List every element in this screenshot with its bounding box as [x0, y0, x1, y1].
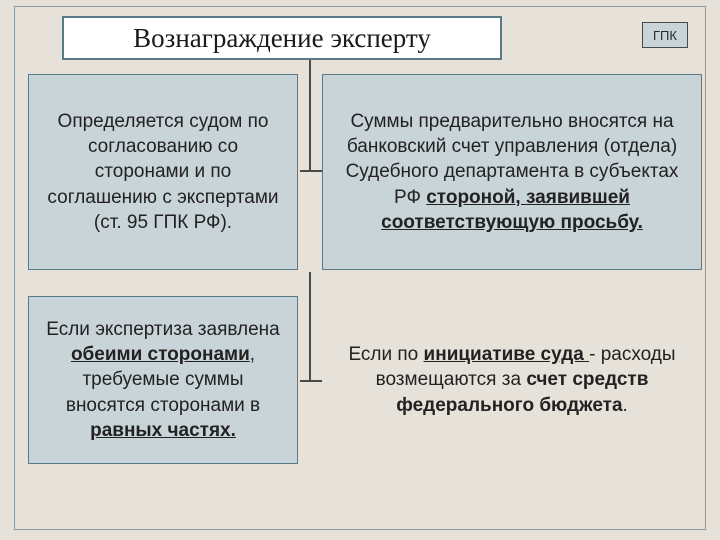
- panel-bottom-right-text: Если по инициативе суда - расходы возмещ…: [336, 342, 688, 417]
- connector-horizontal-lower: [300, 380, 322, 382]
- panel-bottom-left-text: Если экспертиза заявлена обеими сторонам…: [43, 317, 283, 442]
- panel-top-left-text: Определяется судом по согласованию со ст…: [43, 109, 283, 234]
- code-badge: ГПК: [642, 22, 688, 48]
- panel-bl-p1: Если экспертиза заявлена: [46, 319, 279, 340]
- panel-bottom-right: Если по инициативе суда - расходы возмещ…: [322, 296, 702, 464]
- panel-bl-e2: равных частях.: [90, 420, 236, 441]
- connector-vertical-upper: [309, 60, 311, 170]
- connector-vertical-lower: [309, 272, 311, 382]
- panel-bottom-left: Если экспертиза заявлена обеими сторонам…: [28, 296, 298, 464]
- panel-top-right: Суммы предварительно вносятся на банковс…: [322, 74, 702, 270]
- panel-br-e1: инициативе суда: [424, 344, 590, 365]
- panel-bl-e1: обеими сторонами: [71, 344, 250, 365]
- panel-br-p1: Если по: [348, 344, 423, 365]
- panel-top-left: Определяется судом по согласованию со ст…: [28, 74, 298, 270]
- page-title: Вознаграждение эксперту: [133, 23, 431, 54]
- code-badge-label: ГПК: [653, 28, 677, 43]
- connector-horizontal-upper: [300, 170, 322, 172]
- panel-br-p3: .: [623, 395, 628, 416]
- panel-top-right-text: Суммы предварительно вносятся на банковс…: [337, 109, 687, 234]
- title-box: Вознаграждение эксперту: [62, 16, 502, 60]
